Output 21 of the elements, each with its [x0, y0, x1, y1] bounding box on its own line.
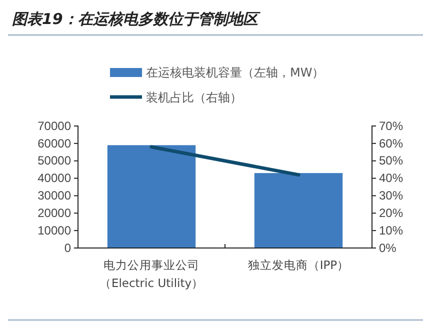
y2-tick-label: 10% [379, 223, 404, 238]
legend-label: 在运核电装机容量（左轴，MW） [146, 66, 324, 80]
y2-tick-label: 20% [379, 206, 404, 220]
y2-tick-label: 60% [379, 136, 404, 150]
y2-tick-label: 40% [379, 171, 404, 186]
legend-label: 装机占比（右轴） [146, 90, 242, 104]
chart-title: 图表19：在运核电多数位于管制地区 [12, 10, 261, 28]
y-tick-label: 0 [64, 240, 72, 255]
y-tick-label: 40000 [38, 171, 72, 186]
y2-tick-label: 70% [379, 118, 404, 133]
y-tick-label: 70000 [38, 118, 72, 133]
y2-tick-label: 30% [379, 188, 404, 203]
x-tick-label: 电力公用事业公司（Electric Utility） [99, 258, 204, 290]
y2-tick-label: 0% [379, 240, 397, 255]
x-tick-label: 独立发电商（IPP） [248, 258, 350, 272]
y2-tick-label: 50% [379, 154, 404, 168]
y-tick-label: 50000 [38, 154, 72, 168]
y-tick-label: 60000 [38, 136, 72, 150]
y-tick-label: 10000 [38, 223, 72, 238]
y-tick-label: 30000 [38, 188, 72, 203]
y-tick-label: 20000 [38, 206, 72, 220]
